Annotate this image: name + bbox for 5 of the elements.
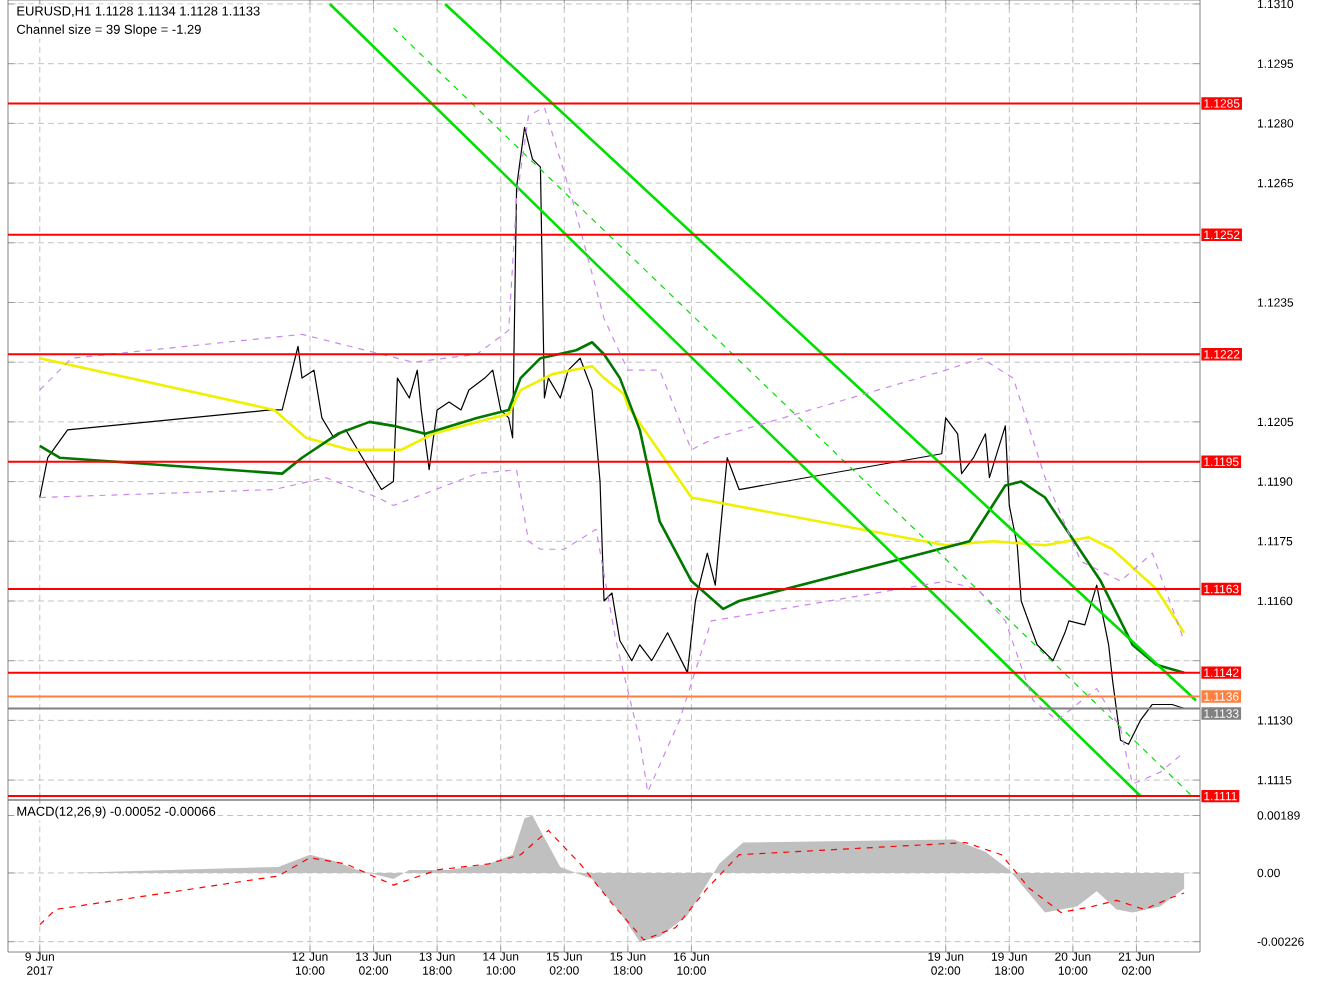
line-series <box>38 340 1186 674</box>
line-series <box>38 356 1186 635</box>
line-series <box>39 106 1185 642</box>
line-series <box>39 126 1185 745</box>
line-series <box>39 469 1185 793</box>
